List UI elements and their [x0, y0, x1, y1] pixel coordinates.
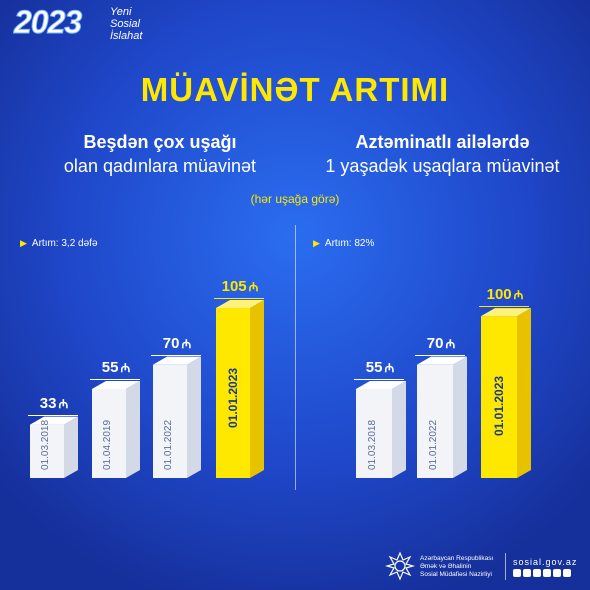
value-number: 55 [101, 358, 119, 376]
date-label-right-1: 01.01.2022 [428, 419, 439, 470]
bar-left-2 [153, 356, 201, 478]
manat-icon: ₼ [384, 360, 395, 375]
chart-right [356, 308, 531, 478]
ministry-name-line-2: Əmək və Əhalinin [420, 563, 472, 570]
logo-line-2: Sosial [110, 18, 140, 30]
chart-divider [295, 225, 296, 490]
bar-right-0 [356, 380, 406, 478]
value-underline [28, 414, 78, 416]
left-chart-title-bold: Beşdən çox uşağı [83, 132, 237, 152]
value-label-right-2: 100 ₼ [477, 286, 533, 303]
value-underline [214, 298, 264, 299]
date-label-right-0: 01.03.2018 [367, 419, 378, 470]
value-label-left-1: 55 ₼ [88, 359, 144, 376]
bar-front [481, 316, 517, 478]
bar-left-3 [216, 300, 264, 478]
value-number: 105 [221, 278, 247, 295]
per-child-note: (hər uşağa görə) [250, 192, 340, 206]
bar-front [30, 424, 64, 478]
twitter-icon[interactable] [553, 569, 561, 577]
ministry-name: Azərbaycan Respublikası Əmək və Əhalinin… [420, 555, 493, 579]
bar-front [216, 308, 250, 478]
bar-top [481, 308, 531, 317]
bar-side [392, 380, 406, 478]
bar-side [126, 380, 140, 478]
bar-side [64, 416, 78, 478]
instagram-icon[interactable] [523, 569, 531, 577]
manat-icon: ₼ [445, 336, 456, 351]
value-label-left-2: 70 ₼ [149, 335, 205, 352]
left-growth-label: ▶ Artım: 3,2 dəfə [20, 238, 98, 249]
bar-top [216, 300, 264, 308]
linkedin-icon[interactable] [563, 569, 571, 577]
bar-left-0 [30, 416, 78, 478]
website-link[interactable]: sosial.gov.az [513, 557, 578, 567]
youtube-icon[interactable] [543, 569, 551, 577]
left-chart-title-rest: olan qadınlara müavinət [63, 156, 257, 176]
bar-top [92, 380, 140, 389]
bar-front [417, 364, 453, 478]
value-label-right-1: 70 ₼ [413, 335, 469, 352]
footer-divider [505, 553, 506, 580]
date-label-left-3: 01.01.2023 [226, 367, 240, 428]
right-chart-title: Aztəminatlı ailələrdə 1 yaşadək uşaqlara… [300, 130, 585, 178]
manat-icon: ₼ [248, 280, 259, 294]
bar-side [453, 356, 467, 478]
manat-icon: ₼ [120, 360, 131, 375]
value-underline [90, 378, 140, 380]
left-growth-text: Artım: 3,2 dəfə [31, 238, 98, 249]
bar-front [356, 388, 392, 478]
page-title: MÜAVİNƏT ARTIMI [140, 71, 450, 108]
value-underline [479, 306, 529, 308]
date-label-left-0: 01.03.2018 [40, 419, 51, 470]
value-number: 70 [426, 334, 444, 352]
social-links [513, 569, 571, 577]
ministry-name-line-3: Sosial Müdafiəsi Nazirliyi [420, 571, 492, 578]
ministry-emblem-icon [385, 551, 415, 581]
value-underline [415, 354, 465, 356]
value-underline [151, 354, 201, 356]
bar-left-1 [92, 380, 140, 478]
manat-icon: ₼ [58, 396, 69, 411]
value-number: 70 [162, 334, 180, 352]
telegram-icon[interactable] [533, 569, 541, 577]
date-label-left-2: 01.01.2022 [163, 419, 174, 470]
bar-side [517, 308, 531, 478]
value-label-left-0: 33 ₼ [26, 395, 82, 412]
bar-top [153, 356, 201, 365]
bar-right-1 [417, 356, 467, 478]
manat-icon: ₼ [513, 288, 524, 303]
logo-line-1: Yeni [110, 6, 132, 18]
value-number: 55 [365, 358, 383, 376]
logo-year: 2023 [13, 4, 82, 41]
ministry-name-line-1: Azərbaycan Respublikası [420, 555, 494, 562]
right-chart-title-bold: Aztəminatlı ailələrdə [355, 132, 530, 152]
right-growth-text: Artım: 82% [324, 238, 375, 249]
right-growth-label: ▶ Artım: 82% [313, 238, 374, 249]
triangle-icon: ▶ [20, 238, 27, 248]
right-chart-title-rest: 1 yaşadək uşaqlara müavinət [325, 156, 560, 176]
bar-right-2 [481, 308, 531, 478]
manat-icon: ₼ [181, 336, 192, 351]
bar-side [250, 300, 264, 478]
triangle-icon: ▶ [313, 238, 320, 248]
value-label-right-0: 55 ₼ [352, 359, 408, 376]
value-number: 100 [486, 286, 512, 304]
value-underline [354, 378, 404, 380]
value-label-left-3: 105 ₼ [212, 278, 268, 295]
logo-line-3: İslahat [110, 30, 143, 42]
facebook-icon[interactable] [513, 569, 521, 577]
bar-front [153, 364, 187, 478]
chart-left [30, 300, 264, 478]
left-chart-title: Beşdən çox uşağı olan qadınlara müavinət [25, 130, 295, 178]
date-label-right-2: 01.01.2023 [492, 376, 506, 437]
bar-front [92, 388, 126, 478]
bar-side [187, 356, 201, 478]
bar-top [417, 356, 467, 365]
bar-top [356, 380, 406, 389]
bar-top [30, 416, 78, 425]
value-number: 33 [39, 394, 57, 412]
date-label-left-1: 01.04.2019 [102, 419, 113, 470]
